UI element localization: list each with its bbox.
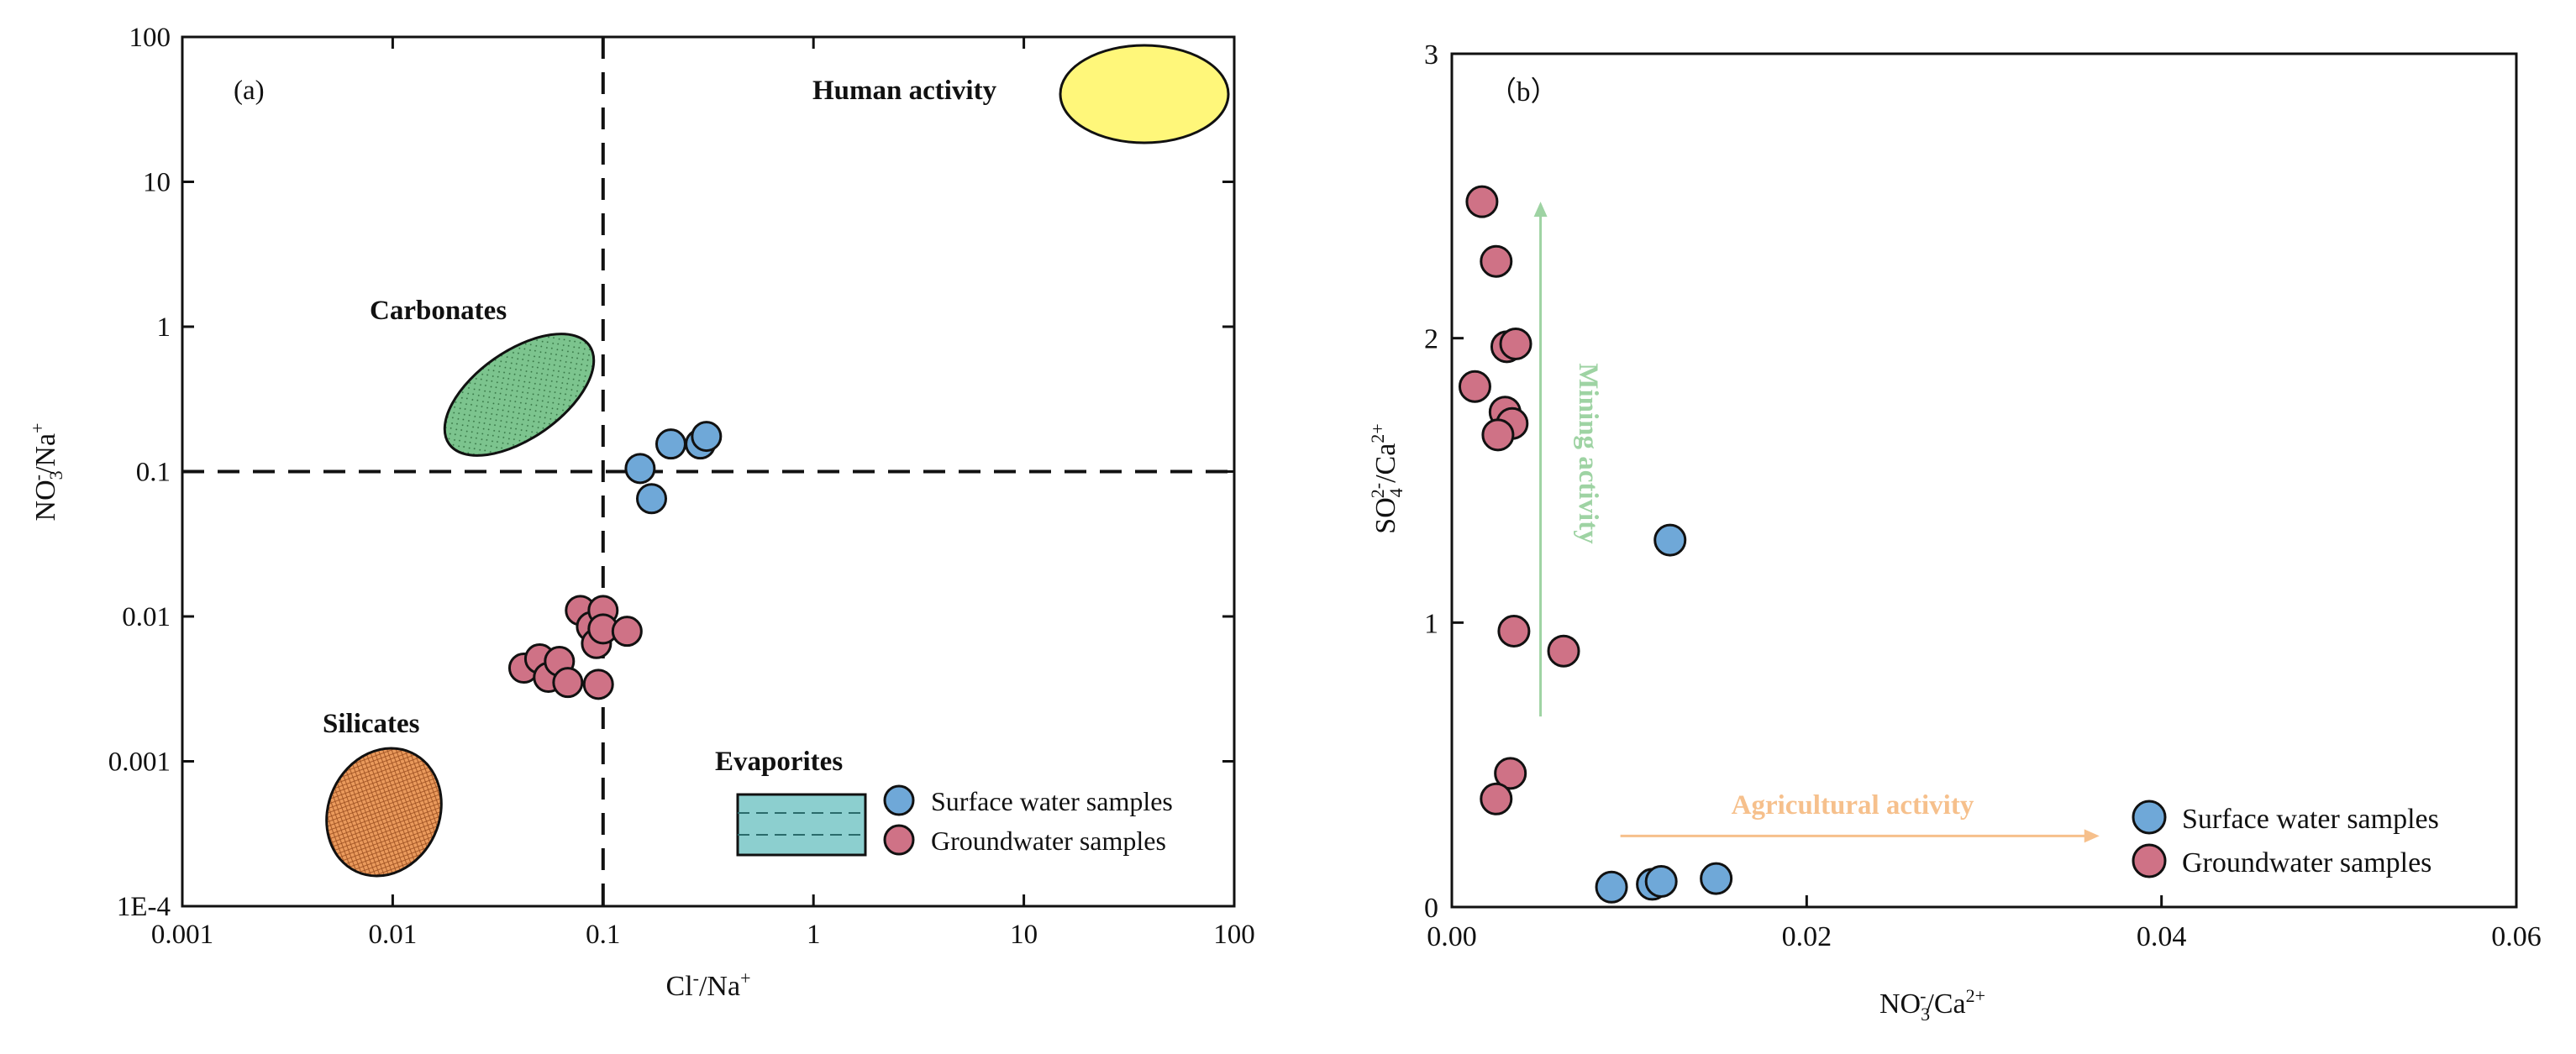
y-tick-label: 0.001 — [108, 747, 171, 778]
legend-label-ground: Groundwater samples — [931, 826, 1166, 856]
human-activity-region — [1059, 44, 1230, 144]
surface-water-point — [1700, 862, 1733, 895]
x-axis-title: NO3-/Ca2+ — [1879, 985, 1985, 1025]
y-tick-label: 1E-4 — [117, 892, 171, 922]
carbonates-label: Carbonates — [370, 296, 507, 326]
mining-arrowhead — [1533, 202, 1548, 218]
x-tick-label: 0.04 — [2137, 921, 2187, 952]
surface-water-point — [655, 428, 686, 460]
surface-water-point — [624, 453, 656, 485]
panel-a: Human activity Carbonates Silicates Evap… — [27, 23, 1255, 1002]
y-tick-label: 1 — [1424, 608, 1438, 639]
groundwater-point — [1465, 185, 1499, 218]
silicates-region — [325, 747, 443, 878]
y-tick-label: 1 — [157, 312, 171, 343]
silicates-label: Silicates — [323, 709, 420, 739]
groundwater-point — [1480, 782, 1513, 815]
surface-water-point — [691, 421, 723, 453]
groundwater-point — [1497, 614, 1531, 648]
legend-label-surface: Surface water samples — [931, 786, 1173, 816]
y-tick-label: 100 — [129, 23, 171, 53]
panel-label: (a) — [234, 76, 265, 106]
groundwater-point — [552, 667, 584, 699]
legend: Surface water samples Groundwater sample… — [883, 784, 1173, 856]
legend-marker-surface — [2132, 800, 2167, 835]
groundwater-point — [1480, 244, 1513, 278]
x-tick-label: 1 — [807, 920, 821, 950]
carbonates-region — [443, 333, 596, 457]
legend-marker-ground — [2132, 843, 2167, 878]
x-tick-label: 0.001 — [151, 920, 213, 950]
groundwater-point — [1458, 370, 1491, 403]
legend-label-ground: Groundwater samples — [2182, 847, 2431, 878]
mining-activity-label: Mining activity — [1573, 363, 1603, 544]
x-tick-label: 0.1 — [586, 920, 620, 950]
surface-water-point — [636, 483, 668, 515]
surface-water-point — [1595, 870, 1628, 904]
legend-marker-surface — [883, 784, 915, 816]
y-axis-title: SO42-/Ca2+ — [1367, 423, 1406, 533]
agricultural-arrowhead — [2084, 829, 2100, 843]
x-tick-label: 10 — [1010, 920, 1038, 950]
y-tick-label: 0.1 — [136, 458, 171, 488]
plot-frame — [1450, 52, 2518, 909]
legend-label-surface: Surface water samples — [2182, 804, 2439, 835]
legend-marker-ground — [883, 824, 915, 856]
x-tick-label: 0.00 — [1427, 921, 1477, 952]
panel-label: （b） — [1489, 77, 1559, 107]
evaporites-label: Evaporites — [715, 747, 843, 777]
groundwater-point — [611, 616, 643, 648]
groundwater-point — [1499, 327, 1532, 360]
y-tick-label: 3 — [1424, 39, 1438, 71]
groundwater-point — [582, 669, 614, 700]
x-axis-title: Cl-/Na+ — [666, 967, 751, 1002]
surface-water-point — [1644, 865, 1678, 899]
x-tick-label: 100 — [1213, 920, 1255, 950]
x-tick-label: 0.02 — [1782, 921, 1832, 952]
panel-b: Mining activity Agricultural activity 0.… — [1367, 39, 2542, 1025]
y-tick-label: 2 — [1424, 324, 1438, 355]
groundwater-point — [1481, 418, 1515, 452]
human-activity-label: Human activity — [812, 76, 997, 106]
surface-water-point — [1653, 523, 1687, 557]
groundwater-point — [1494, 757, 1527, 790]
y-tick-label: 0.01 — [122, 602, 171, 632]
agricultural-activity-label: Agricultural activity — [1732, 790, 1974, 821]
x-tick-label: 0.01 — [369, 920, 418, 950]
groundwater-point — [1547, 634, 1580, 668]
x-tick-label: 0.06 — [2491, 921, 2542, 952]
y-tick-label: 10 — [143, 168, 171, 198]
legend: Surface water samples Groundwater sample… — [2132, 800, 2439, 878]
y-axis-title: NO3-/Na+ — [27, 423, 66, 522]
evaporites-region — [736, 793, 867, 857]
y-tick-label: 0 — [1424, 893, 1438, 924]
